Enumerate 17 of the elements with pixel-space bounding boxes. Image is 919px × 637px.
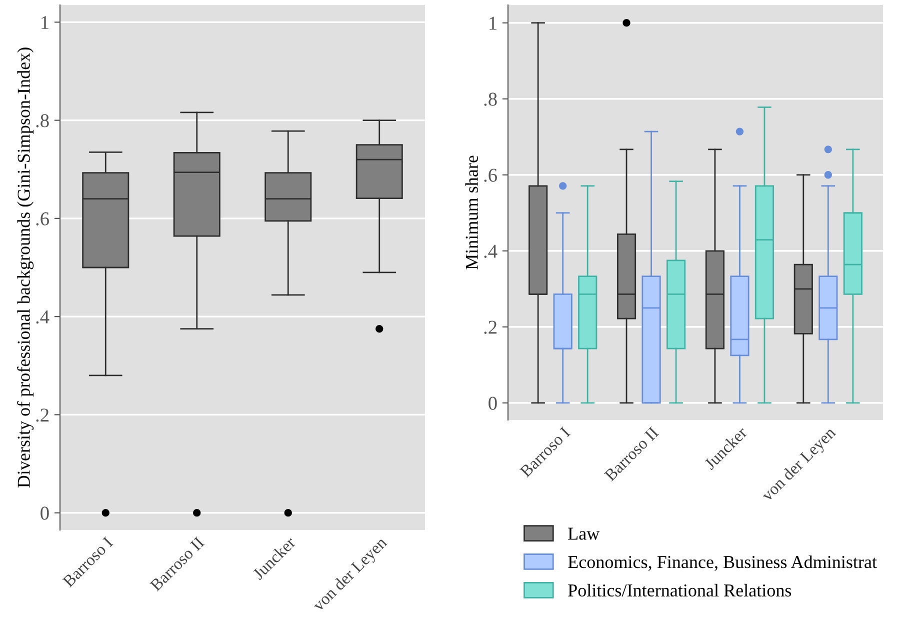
y-axis-title: Minimum share (465, 156, 478, 270)
y-tick-label: .4 (36, 310, 50, 324)
legend-label: Politics/International Relations (568, 584, 792, 597)
y-tick-label: 0 (488, 396, 497, 410)
legend-label: Law (568, 528, 600, 540)
y-tick-label: .2 (484, 320, 497, 334)
y-tick-label: .8 (36, 114, 49, 128)
y-tick-label: .4 (484, 244, 498, 258)
y-tick-label: 1 (42, 16, 48, 29)
y-tick-label: 0 (40, 506, 49, 520)
y-axis-title: Diversity of professional backgrounds (Gini-Simpson-Index) (17, 48, 34, 488)
y-tick-label: .6 (484, 168, 498, 182)
y-tick-label: 1 (490, 16, 496, 30)
y-tick-label: .2 (36, 408, 49, 422)
y-tick-label: .6 (36, 212, 50, 226)
y-tick-label: .8 (484, 92, 497, 106)
legend-label: Economics, Finance, Business Administrat (568, 555, 877, 571)
